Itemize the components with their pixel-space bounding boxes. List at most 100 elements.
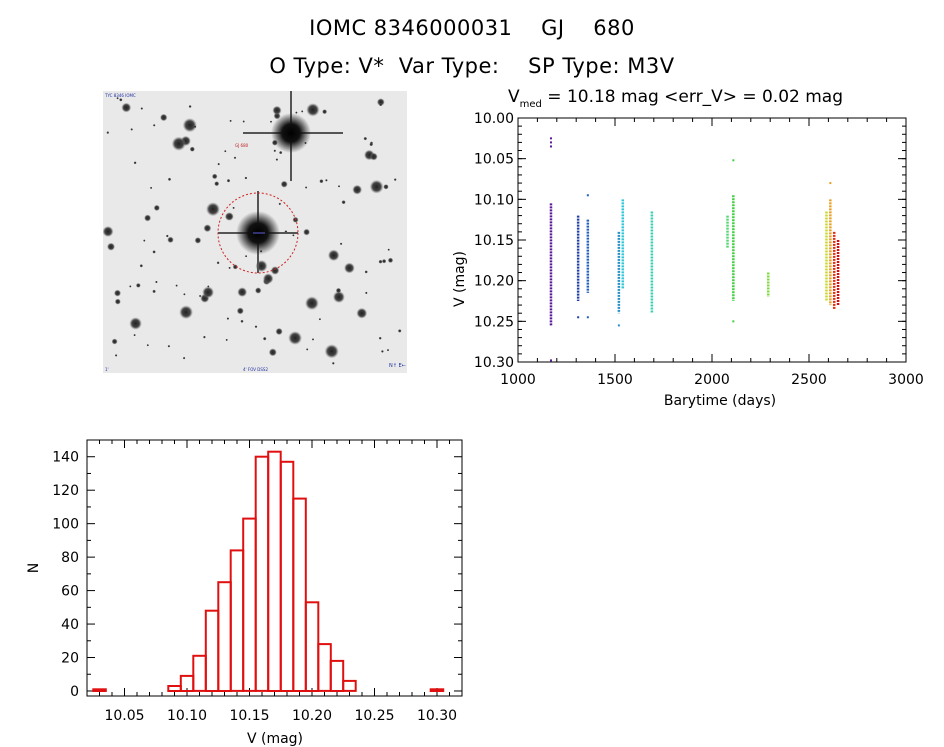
lc-y-tick-label: 10.20	[474, 274, 514, 290]
finder-label-bottomleft: 1'	[105, 367, 109, 372]
field-star	[103, 226, 114, 237]
field-star	[306, 348, 309, 351]
hist-bar	[92, 688, 107, 692]
field-star	[214, 181, 220, 187]
finding-chart-image: TYC 8346 IOMC 1' N↑ E← 4' FOV DSS2 GJ 68…	[103, 91, 407, 373]
field-star	[378, 336, 382, 340]
lc-title-main: V	[508, 87, 520, 107]
field-star	[135, 283, 141, 288]
field-star	[114, 289, 121, 297]
field-star	[369, 152, 378, 161]
field-star	[306, 103, 320, 117]
hist-plot-frame	[86, 439, 463, 697]
hist-y-tick-label: 60	[61, 584, 79, 600]
field-star	[189, 146, 195, 152]
hist-y-tick-label: 80	[61, 550, 79, 566]
field-star	[262, 273, 274, 284]
field-star	[111, 338, 118, 345]
target-star	[217, 191, 299, 274]
field-star	[232, 206, 235, 210]
lc-y-tick-label: 10.30	[474, 355, 514, 371]
field-star	[226, 317, 230, 320]
field-star	[331, 361, 335, 365]
hist-y-tick-label: 40	[61, 617, 79, 633]
hist-bar	[279, 460, 295, 692]
field-star	[167, 177, 172, 181]
lc-point	[732, 320, 735, 323]
field-star	[217, 162, 220, 166]
field-star	[242, 120, 245, 123]
field-star	[327, 249, 340, 262]
histogram-chart: 10.05 10.10 10.15 10.20 10.25 10.30 0 20 40 60 80 1…	[26, 439, 463, 747]
hist-bar	[329, 659, 345, 692]
lc-point	[586, 316, 589, 319]
field-star	[133, 333, 136, 337]
field-star	[183, 293, 186, 296]
field-star	[152, 250, 156, 254]
hist-x-tick-label: 10.05	[104, 708, 144, 724]
field-star	[262, 336, 267, 341]
field-star	[226, 178, 231, 183]
field-star	[139, 264, 143, 268]
hist-y-tick-label: 120	[52, 483, 79, 499]
field-star	[152, 289, 156, 294]
field-star	[332, 291, 345, 303]
field-star	[203, 224, 212, 233]
field-star	[288, 331, 302, 345]
lc-y-tick-label: 10.05	[474, 152, 514, 168]
field-star	[319, 179, 324, 184]
field-star	[114, 354, 118, 357]
field-star	[397, 329, 402, 333]
hist-bar	[229, 549, 245, 692]
field-star	[278, 202, 282, 206]
field-star	[202, 286, 214, 299]
lc-x-tick-label: 2000	[694, 372, 730, 388]
hist-ylabel: N	[26, 563, 42, 573]
field-star	[106, 131, 110, 134]
field-star	[216, 261, 220, 265]
field-star	[254, 325, 258, 329]
field-star	[116, 97, 119, 100]
field-star	[187, 310, 190, 313]
field-star	[369, 179, 384, 194]
field-star	[160, 113, 168, 122]
field-star	[144, 214, 152, 222]
field-star	[275, 327, 283, 336]
lc-point	[549, 141, 552, 144]
field-star	[325, 179, 328, 182]
field-star	[322, 109, 328, 115]
lc-title: Vmed = 10.18 mag <err_V> = 0.02 mag	[508, 87, 843, 110]
hist-x-tick-label: 10.15	[229, 708, 269, 724]
hist-y-tick-label: 100	[52, 517, 79, 533]
hist-bar	[192, 654, 207, 692]
field-star	[381, 259, 387, 264]
field-star	[381, 350, 384, 353]
lc-xlabel: Barytime (days)	[664, 393, 776, 409]
lc-plot-frame	[517, 117, 907, 363]
field-star	[292, 234, 295, 237]
field-star	[140, 107, 144, 110]
hist-xlabel: V (mag)	[247, 731, 303, 747]
field-star	[143, 239, 146, 242]
field-star	[387, 248, 390, 251]
field-star	[107, 242, 115, 251]
bright-star	[243, 91, 343, 181]
hist-y-tick-label: 0	[70, 684, 79, 700]
field-star	[233, 156, 237, 160]
hist-bar	[304, 601, 320, 692]
hist-bar	[267, 450, 282, 693]
field-star	[225, 212, 234, 221]
field-star	[344, 262, 355, 274]
chart-title-line1: IOMC 8346000031 GJ 680	[309, 16, 635, 40]
field-star	[182, 118, 197, 133]
field-star	[301, 110, 304, 113]
lc-y-tick-label: 10.15	[474, 233, 514, 249]
field-star	[194, 237, 202, 244]
field-star	[133, 161, 137, 165]
field-star	[303, 228, 310, 236]
field-star	[193, 125, 197, 129]
field-star	[129, 317, 142, 330]
hist-bar	[167, 685, 182, 692]
field-star	[129, 285, 132, 288]
field-star	[167, 344, 171, 348]
